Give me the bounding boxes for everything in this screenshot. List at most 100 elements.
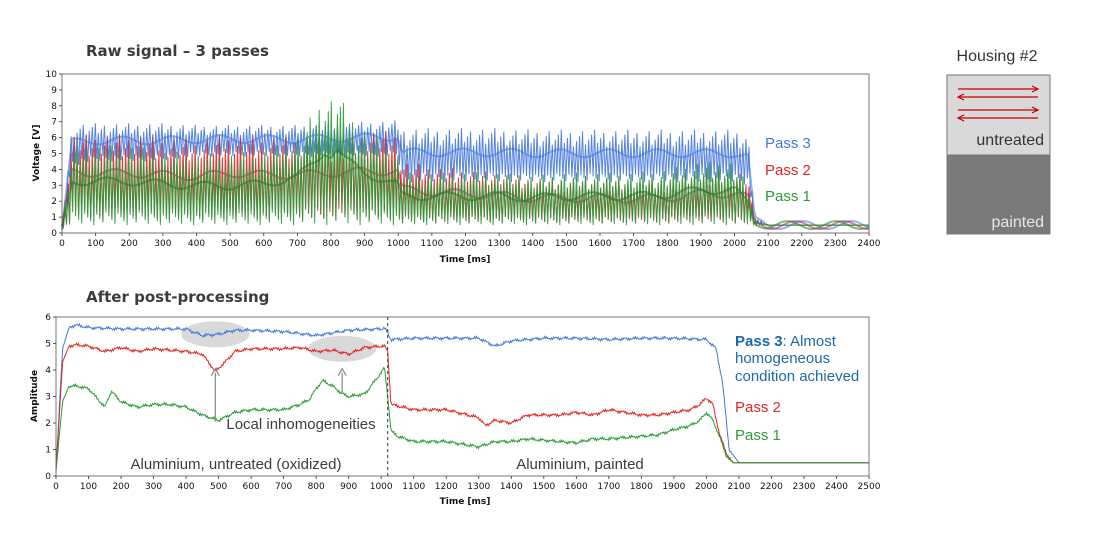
raw-signal-chart: 0 100 200 300 400 500 600 700 800 900 1000 1100 1200… bbox=[32, 70, 881, 265]
x-tick-label: 2200 bbox=[760, 482, 783, 492]
x-tick-label: 1800 bbox=[630, 482, 653, 492]
housing-untreated-region bbox=[946, 74, 1051, 156]
x-tick-label: 400 bbox=[188, 239, 205, 249]
y-tick-label: 0 bbox=[45, 472, 51, 482]
y-tick-label: 5 bbox=[51, 150, 57, 160]
x-tick-label: 2000 bbox=[723, 239, 746, 249]
y-tick-label: 9 bbox=[51, 86, 57, 96]
x-tick-label: 600 bbox=[243, 482, 260, 492]
arrow-right-icon bbox=[1031, 85, 1040, 93]
x-tick-label: 2500 bbox=[858, 482, 881, 492]
x-tick-label: 2100 bbox=[727, 482, 750, 492]
arrow-left-icon bbox=[956, 114, 965, 122]
y-tick-label: 0 bbox=[51, 229, 57, 239]
x-tick-label: 2100 bbox=[757, 239, 780, 249]
x-tick-label: 1400 bbox=[521, 239, 544, 249]
x-tick-label: 1100 bbox=[402, 482, 425, 492]
x-tick-label: 2300 bbox=[824, 239, 847, 249]
y-tick-label: 8 bbox=[51, 102, 57, 112]
processed-series-pass3 bbox=[55, 323, 869, 471]
housing-painted-region bbox=[946, 154, 1051, 235]
region-painted-label: Aluminium, painted bbox=[516, 456, 644, 473]
x-tick-label: 1500 bbox=[532, 482, 555, 492]
raw-series-mean-pass3 bbox=[61, 132, 870, 230]
processed-chart-y-ticks: 0 1 2 3 4 5 6 bbox=[45, 313, 56, 482]
x-tick-label: 1700 bbox=[622, 239, 645, 249]
x-tick-label: 800 bbox=[308, 482, 325, 492]
x-tick-label: 600 bbox=[255, 239, 272, 249]
x-tick-label: 200 bbox=[112, 482, 129, 492]
processed-series-pass1 bbox=[55, 366, 869, 471]
annotation-arrows bbox=[210, 367, 347, 422]
raw-series-pass3 bbox=[61, 120, 869, 230]
processed-chart-ylabel: Amplitude bbox=[30, 370, 40, 422]
pass3-bold-label: Pass 3 bbox=[735, 333, 783, 350]
processed-legend-pass3: Pass 3: Almost bbox=[735, 333, 837, 350]
x-tick-label: 400 bbox=[177, 482, 194, 492]
x-tick-label: 1000 bbox=[370, 482, 393, 492]
raw-chart-ylabel: Voltage [V] bbox=[32, 125, 42, 182]
y-tick-label: 1 bbox=[51, 213, 57, 223]
scan-direction-arrows bbox=[956, 85, 1040, 122]
x-tick-label: 500 bbox=[210, 482, 227, 492]
raw-legend-pass1: Pass 1 bbox=[765, 188, 811, 205]
x-tick-label: 500 bbox=[222, 239, 239, 249]
annotation-arrow-head bbox=[210, 367, 220, 376]
arrow-left-icon bbox=[956, 93, 965, 101]
region-untreated-label: Aluminium, untreated (oxidized) bbox=[131, 456, 342, 473]
x-tick-label: 0 bbox=[59, 239, 65, 249]
x-tick-label: 800 bbox=[322, 239, 339, 249]
raw-chart-y-ticks: 0 1 2 3 4 5 6 7 8 9 10 bbox=[46, 70, 62, 239]
y-tick-label: 10 bbox=[46, 70, 58, 80]
pass3-line3: condition achieved bbox=[735, 368, 859, 385]
x-tick-label: 1300 bbox=[488, 239, 511, 249]
y-tick-label: 4 bbox=[51, 165, 57, 175]
x-tick-label: 200 bbox=[121, 239, 138, 249]
raw-chart-title: Raw signal – 3 passes bbox=[86, 42, 269, 60]
x-tick-label: 0 bbox=[53, 482, 59, 492]
x-tick-label: 100 bbox=[80, 482, 97, 492]
x-tick-label: 300 bbox=[154, 239, 171, 249]
x-tick-label: 2400 bbox=[858, 239, 881, 249]
x-tick-label: 1600 bbox=[589, 239, 612, 249]
raw-legend-pass3: Pass 3 bbox=[765, 135, 811, 152]
processed-chart-xlabel: Time [ms] bbox=[440, 497, 491, 507]
processed-chart-title: After post-processing bbox=[86, 288, 269, 306]
x-tick-label: 1900 bbox=[662, 482, 685, 492]
housing-painted-label: painted bbox=[992, 214, 1045, 231]
housing-title: Housing #2 bbox=[957, 48, 1038, 65]
x-tick-label: 1300 bbox=[467, 482, 490, 492]
local-inhomogeneities-label: Local inhomogeneities bbox=[226, 416, 375, 433]
arrow-right-icon bbox=[1031, 106, 1040, 114]
x-tick-label: 1000 bbox=[387, 239, 410, 249]
x-tick-label: 1400 bbox=[500, 482, 523, 492]
x-tick-label: 900 bbox=[340, 482, 357, 492]
y-tick-label: 2 bbox=[45, 419, 51, 429]
annotation-arrow-head bbox=[337, 367, 347, 376]
processed-chart-series bbox=[55, 323, 869, 471]
processed-legend-pass1: Pass 1 bbox=[735, 427, 781, 444]
x-tick-label: 700 bbox=[289, 239, 306, 249]
x-tick-label: 2400 bbox=[825, 482, 848, 492]
x-tick-label: 1600 bbox=[565, 482, 588, 492]
x-tick-label: 1100 bbox=[420, 239, 443, 249]
x-tick-label: 700 bbox=[275, 482, 292, 492]
pass3-line2: homogeneous bbox=[735, 350, 830, 367]
processed-chart: 0 100 200 300 400 500 600 700 800 900 1000 1100 1200… bbox=[30, 313, 881, 507]
processed-legend-pass2: Pass 2 bbox=[735, 399, 781, 416]
raw-legend-pass2: Pass 2 bbox=[765, 162, 811, 179]
x-tick-label: 900 bbox=[356, 239, 373, 249]
x-tick-label: 1800 bbox=[656, 239, 679, 249]
pass3-rest-label: : Almost bbox=[783, 333, 837, 350]
raw-series-mean-pass1 bbox=[61, 148, 870, 231]
processed-chart-x-ticks: 0 100 200 300 400 500 600 700 800 900 1000 1100 1200… bbox=[53, 476, 881, 492]
y-tick-label: 6 bbox=[45, 313, 51, 323]
x-tick-label: 300 bbox=[145, 482, 162, 492]
x-tick-label: 1200 bbox=[435, 482, 458, 492]
x-tick-label: 2300 bbox=[793, 482, 816, 492]
x-tick-label: 2200 bbox=[790, 239, 813, 249]
y-tick-label: 6 bbox=[51, 134, 57, 144]
raw-chart-xlabel: Time [ms] bbox=[440, 255, 491, 265]
housing-untreated-label: untreated bbox=[976, 132, 1044, 149]
y-tick-label: 7 bbox=[51, 118, 57, 128]
